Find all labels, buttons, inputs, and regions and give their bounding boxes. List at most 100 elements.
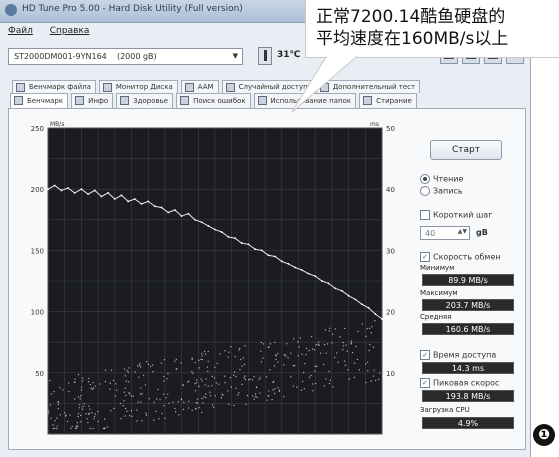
drive-select[interactable]: ST2000DM001-9YN164 (2000 gB) ▼	[8, 48, 243, 65]
menu-file[interactable]: Файл	[8, 26, 33, 36]
access-time-point	[56, 417, 58, 419]
access-time-point	[239, 368, 241, 371]
access-time-point	[162, 393, 165, 395]
access-time-point	[77, 426, 79, 428]
access-time-point	[80, 421, 82, 423]
access-time-point	[323, 385, 326, 387]
read-radio[interactable]	[420, 174, 430, 184]
short-stroke-input[interactable]: 40 ▲▼	[420, 226, 470, 240]
access-time-point	[205, 378, 207, 380]
tab-erase[interactable]: Стирание	[359, 93, 417, 108]
transfer-rate-point	[247, 243, 250, 246]
access-time-point	[128, 367, 130, 369]
access-time-point	[212, 404, 214, 406]
access-time-point	[317, 343, 319, 345]
access-time-point	[76, 421, 78, 424]
access-time-point	[254, 396, 257, 398]
access-time-point	[343, 360, 346, 362]
tab-speaker[interactable]: AAM	[180, 80, 219, 93]
tab-label: Дополнительный тест	[332, 83, 416, 91]
burst-rate-checkbox[interactable]	[420, 378, 430, 388]
access-time-point	[182, 384, 185, 386]
access-time-point	[326, 343, 329, 345]
y-right-tick-label: 20	[386, 309, 395, 317]
tab-benchmark[interactable]: Бенчмарк	[10, 93, 69, 108]
access-time-point	[269, 369, 271, 371]
min-label: Минимум	[420, 264, 455, 272]
access-time-point	[50, 417, 52, 419]
access-time-point	[88, 405, 90, 407]
start-button[interactable]: Старт	[430, 140, 502, 160]
burst-rate-option[interactable]: Пиковая скорос	[420, 378, 499, 388]
access-time-point	[207, 385, 209, 387]
burst-rate-value: 193.8 MB/s	[422, 390, 514, 402]
access-time-point	[57, 401, 59, 403]
transfer-rate-point	[60, 189, 63, 192]
short-stroke-checkbox[interactable]	[420, 210, 430, 220]
spin-arrows-icon[interactable]: ▲▼	[457, 228, 467, 235]
access-time-point	[353, 362, 356, 364]
transfer-rate-option[interactable]: Скорость обмен	[420, 252, 501, 262]
tab-label: AAM	[197, 83, 214, 91]
access-time-point	[125, 394, 127, 396]
tab-folder-usage[interactable]: Использование папок	[253, 93, 357, 108]
access-time-point	[237, 394, 239, 396]
tab-health[interactable]: Здоровье	[116, 93, 174, 108]
access-time-point	[258, 378, 260, 381]
access-time-point	[88, 377, 90, 379]
write-option[interactable]: Запись	[420, 186, 463, 196]
read-option[interactable]: Чтение	[420, 174, 463, 184]
access-time-point	[82, 408, 84, 410]
transfer-rate-checkbox[interactable]	[420, 252, 430, 262]
write-radio[interactable]	[420, 186, 430, 196]
tab-extra-test[interactable]: Дополнительный тест	[315, 80, 421, 93]
access-time-point	[175, 358, 177, 361]
access-time-point	[123, 400, 125, 402]
access-time-point	[161, 412, 163, 415]
access-time-point	[203, 396, 205, 398]
access-time-point	[374, 320, 376, 322]
access-time-point	[337, 361, 339, 363]
transfer-rate-point	[300, 269, 303, 271]
access-time-point	[92, 387, 94, 389]
window-title: HD Tune Pro 5.00 - Hard Disk Utility (Fu…	[22, 4, 243, 14]
access-time-point	[123, 368, 126, 370]
access-time-point	[130, 410, 133, 412]
access-time-option[interactable]: Время доступа	[420, 350, 496, 360]
access-time-point	[336, 352, 338, 354]
access-time-point	[235, 387, 237, 389]
tab-random-access[interactable]: Случайный доступ	[221, 80, 313, 93]
access-time-point	[59, 387, 61, 389]
access-time-point	[292, 365, 294, 367]
access-time-point	[174, 411, 177, 413]
speaker-icon	[184, 83, 194, 92]
access-time-point	[233, 371, 236, 373]
min-value: 89.9 MB/s	[422, 274, 514, 286]
access-time-checkbox[interactable]	[420, 350, 430, 360]
error-scan-icon	[180, 96, 190, 105]
access-time-point	[323, 363, 325, 366]
tab-info[interactable]: Инфо	[71, 93, 114, 108]
tab-file-benchmark[interactable]: Бенчмарк файла	[12, 80, 96, 93]
access-time-point	[241, 365, 243, 367]
short-stroke-option[interactable]: Короткий шаг	[420, 210, 492, 220]
access-time-point	[233, 374, 235, 376]
access-time-point	[209, 395, 212, 397]
access-time-point	[146, 360, 148, 363]
access-time-point	[56, 427, 58, 430]
access-time-point	[260, 350, 262, 352]
annotation-text: 正常7200.14酷鱼硬盘的 平均速度在160MB/s以上	[316, 6, 508, 50]
access-time-point	[124, 415, 126, 417]
access-time-point	[68, 391, 70, 393]
access-time-point	[75, 426, 77, 428]
transfer-rate-point	[354, 298, 357, 301]
access-time-point	[315, 344, 317, 346]
tab-disk-monitor[interactable]: Монитор Диска	[98, 80, 178, 93]
access-time-point	[358, 369, 361, 371]
menu-help[interactable]: Справка	[49, 26, 90, 36]
access-time-point	[300, 389, 303, 391]
access-time-point	[104, 369, 107, 371]
access-time-point	[166, 378, 168, 380]
access-time-point	[122, 405, 124, 407]
tab-error-scan[interactable]: Поиск ошибок	[176, 93, 251, 108]
